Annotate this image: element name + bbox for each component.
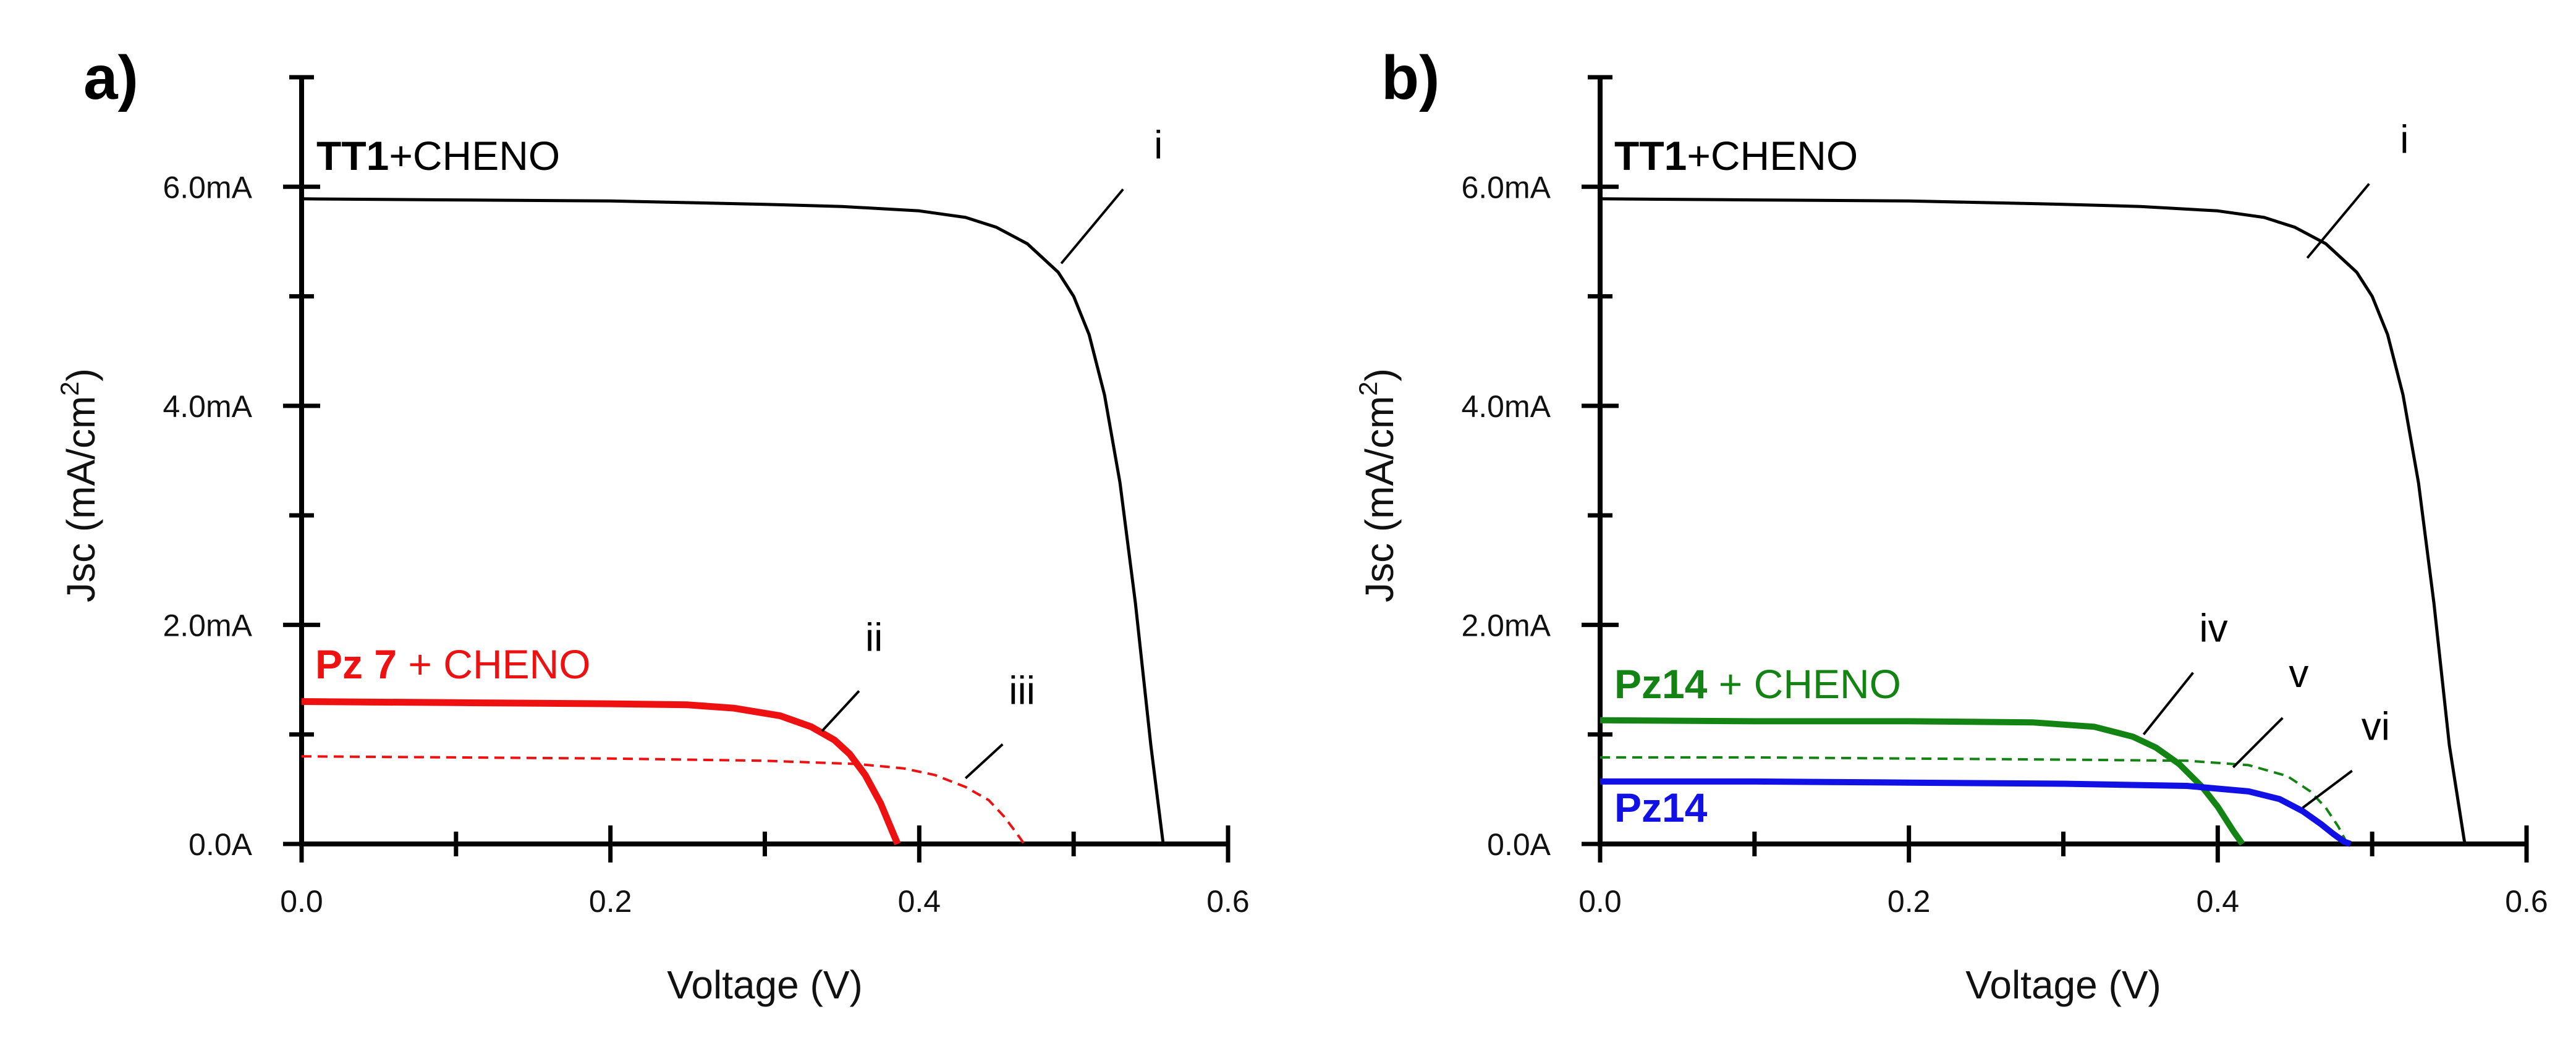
x-tick-label: 0.0 (280, 884, 323, 919)
series-label-rest: + CHENO (1707, 661, 1901, 707)
x-tick-label: 0.4 (2197, 884, 2240, 919)
y-axis-title-sup: 2 (55, 381, 84, 395)
series-label-rest: + CHENO (397, 641, 591, 687)
series-label-rest: +CHENO (389, 133, 560, 179)
annotation-i: i (2400, 117, 2409, 162)
annotation-i: i (1154, 122, 1163, 167)
y-tick-label: 2.0mA (1461, 608, 1551, 643)
annotation-leader-v (2232, 717, 2284, 769)
x-axis-title: Voltage (V) (667, 963, 863, 1007)
series-label-rest: +CHENO (1687, 133, 1858, 179)
series-label-tt1: TT1+CHENO (1614, 133, 1858, 179)
series-label-bold: TT1 (1614, 133, 1687, 179)
y-axis-title-main: Jsc (mA/cm (1357, 396, 1402, 602)
panel-label: b) (1381, 43, 1439, 112)
annotation-v: v (2289, 651, 2308, 696)
series-iii-line (301, 755, 1025, 845)
panel-a: a) 0.0 0.2 0.4 0.6 0.0A 2.0mA 4.0mA 6.0mA Voltage… (55, 43, 1250, 1007)
y-tick-label: 4.0mA (163, 389, 252, 424)
series-i-line (301, 197, 1165, 845)
y-axis-title: Jsc (mA/cm2) (1354, 368, 1402, 602)
y-tick-label: 0.0A (189, 827, 253, 862)
series-label-pz14: Pz14 (1614, 785, 1708, 830)
series-label-tt1: TT1+CHENO (316, 133, 560, 179)
series-label-pz14cheno: Pz14 + CHENO (1614, 661, 1901, 707)
x-tick-label: 0.4 (898, 884, 941, 919)
x-axis-title: Voltage (V) (1965, 963, 2161, 1007)
y-tick-label: 0.0A (1487, 827, 1551, 862)
y-tick-label: 6.0mA (163, 170, 252, 205)
annotation-leader-i (1060, 188, 1124, 264)
series-ii-line (301, 698, 901, 846)
series-v-line (1600, 756, 2349, 845)
annotation-vi: vi (2362, 704, 2390, 748)
annotation-iii: iii (1009, 669, 1035, 713)
annotation-ii: ii (865, 615, 883, 659)
series-label-bold: Pz14 (1614, 785, 1708, 830)
y-tick-label: 4.0mA (1461, 389, 1551, 424)
y-axis-title: Jsc (mA/cm2) (55, 368, 103, 602)
y-tick-label: 6.0mA (1461, 170, 1551, 205)
series-i-line (1599, 197, 2467, 845)
panel-label: a) (83, 43, 138, 112)
y-tick-label: 2.0mA (163, 608, 252, 643)
y-axis-title-close: ) (59, 368, 103, 381)
y-axis-title-main: Jsc (mA/cm (59, 396, 103, 602)
series-label-bold: TT1 (316, 133, 389, 179)
series-iv-line (1599, 717, 2245, 846)
series-label-bold: Pz14 (1614, 661, 1708, 707)
series-vi-line (1600, 778, 2352, 847)
series-label-pz7: Pz 7 + CHENO (315, 641, 591, 687)
annotation-iv: iv (2199, 606, 2227, 651)
y-axis-title-sup: 2 (1354, 381, 1383, 395)
panel-b: b) 0.0 0.2 0.4 0.6 0.0A 2.0mA 4.0mA 6.0mA Voltage… (1354, 43, 2548, 1007)
x-tick-label: 0.6 (1206, 884, 1250, 919)
annotation-leader-i (2306, 183, 2370, 259)
x-tick-label: 0.0 (1578, 884, 1622, 919)
x-tick-label: 0.2 (589, 884, 632, 919)
y-axis-title-close: ) (1357, 368, 1402, 381)
x-tick-label: 0.6 (2505, 884, 2548, 919)
series-label-bold: Pz 7 (315, 641, 397, 687)
annotation-leader-vi (2302, 769, 2353, 809)
annotation-leader-ii (821, 690, 860, 732)
annotation-leader-iv (2142, 672, 2194, 735)
annotation-leader-iii (964, 743, 1004, 780)
x-tick-label: 0.2 (1888, 884, 1931, 919)
